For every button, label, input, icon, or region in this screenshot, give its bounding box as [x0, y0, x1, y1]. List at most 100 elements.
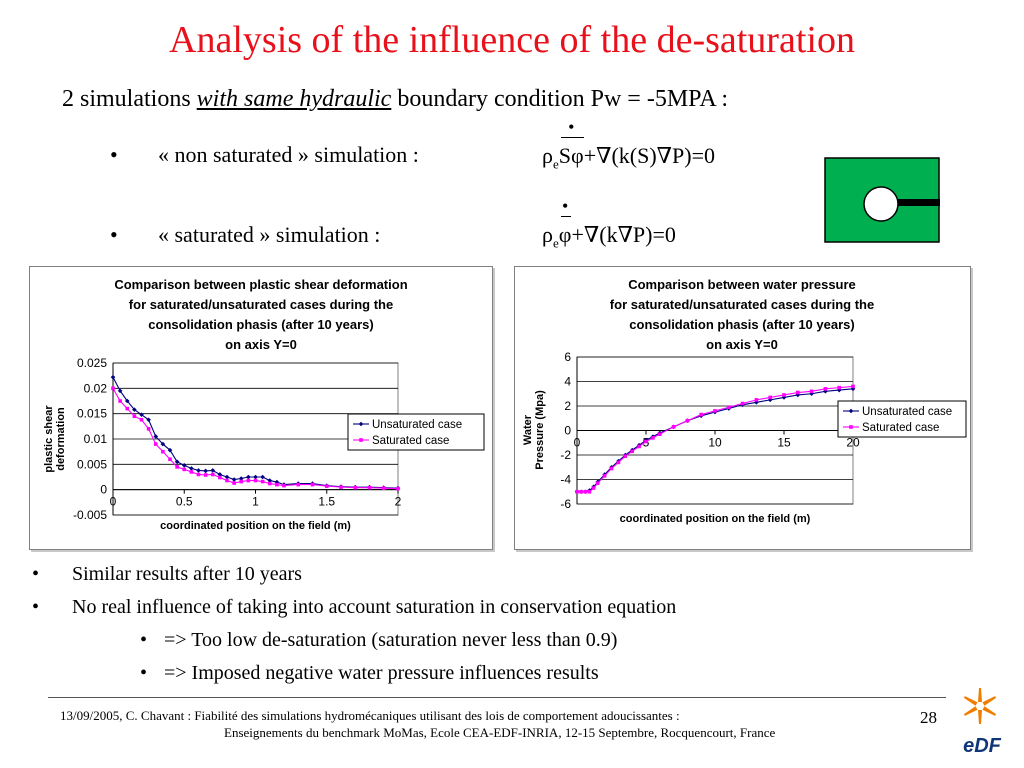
conclusion-text: Similar results after 10 years [72, 563, 302, 585]
data-point [699, 412, 703, 417]
data-point [575, 489, 579, 494]
data-point [218, 475, 222, 480]
data-point [685, 418, 690, 423]
data-point [167, 447, 173, 453]
y-axis-label-line: Water [522, 414, 534, 445]
data-point [210, 468, 216, 473]
page-number: 28 [920, 708, 937, 727]
data-point [203, 468, 208, 474]
chart-shear-svg: Comparison between plastic shear deforma… [43, 277, 485, 532]
bullet-text: « non saturated » simulation : [158, 142, 419, 167]
data-point [310, 482, 315, 487]
data-point [713, 409, 717, 413]
data-point [239, 479, 244, 484]
eq-sub: e [552, 235, 559, 251]
eq-rest: +∇(k(S)∇P)=0 [583, 143, 716, 168]
chart-title-line: consolidation phasis (after 10 years) [148, 317, 373, 332]
x-tick-label: 1.5 [318, 495, 335, 509]
data-point [579, 489, 583, 494]
bullet-saturated: • « saturated » simulation : [110, 222, 380, 248]
y-tick-label: -2 [560, 448, 571, 462]
data-point [246, 474, 251, 480]
data-point [225, 478, 229, 483]
data-point [196, 472, 201, 477]
data-point [727, 405, 731, 410]
footer-line-2: Enseignements du benchmark MoMas, Ecole … [224, 725, 776, 740]
eq-overdot-term: φ [559, 216, 571, 248]
data-point [583, 489, 588, 494]
data-point [125, 406, 130, 411]
data-point [260, 474, 265, 480]
legend-swatch-marker [359, 438, 363, 442]
bullet-marker: • [110, 142, 118, 167]
eq-rho: ρ [542, 222, 553, 247]
y-axis-label: plastic sheardeformation [43, 405, 67, 473]
y-axis-label-line: deformation [55, 407, 67, 471]
data-point [224, 474, 230, 480]
data-point [174, 459, 180, 465]
data-point [168, 457, 172, 462]
legend-label: Unsaturated case [862, 406, 952, 418]
data-point [823, 387, 828, 391]
x-axis-label: coordinated position on the field (m) [620, 513, 811, 525]
data-point [754, 400, 759, 405]
data-point [781, 395, 787, 400]
bullet-marker: • [140, 662, 148, 684]
y-tick-label: -4 [560, 473, 571, 487]
conclusion-text: => Imposed negative water pressure influ… [164, 662, 599, 684]
data-point [339, 485, 343, 489]
bullet-unsaturated: • « non saturated » simulation : [110, 142, 419, 168]
x-tick-label: 0 [574, 436, 581, 450]
data-point [111, 386, 115, 391]
data-point [210, 472, 215, 477]
subtitle-prefix: 2 simulations [62, 86, 197, 112]
data-point [275, 482, 279, 487]
eq-rho: ρ [542, 143, 553, 168]
edf-logo-rays [963, 688, 997, 724]
chart-pressure-svg: Comparison between water pressure for sat… [522, 277, 967, 525]
y-axis-label-line: plastic shear [43, 405, 55, 473]
data-point [132, 407, 137, 412]
x-tick-label: 10 [708, 436, 722, 450]
y-tick-label: 0.025 [77, 356, 107, 370]
footer-line-1: 13/09/2005, C. Chavant : Fiabilité des s… [60, 708, 680, 723]
y-tick-label: 6 [564, 350, 571, 364]
data-point [644, 439, 648, 444]
subtitle-emphasis: with same hydraulic [196, 86, 392, 112]
footer-citation: 13/09/2005, C. Chavant : Fiabilité des s… [60, 707, 775, 741]
data-point [238, 476, 244, 481]
crack-bar [894, 199, 940, 206]
data-point [160, 441, 166, 447]
footer-divider [48, 697, 946, 698]
subtitle: 2 simulations with same hydraulic bounda… [62, 86, 728, 113]
data-point [367, 485, 372, 490]
data-point [117, 388, 123, 394]
slide-title: Analysis of the influence of the de-satu… [169, 19, 855, 61]
legend-label: Saturated case [862, 422, 939, 434]
x-tick-label: 0.5 [176, 495, 193, 509]
equation-unsaturated: ρeSφ+∇(k(S)∇P)=0 [542, 137, 716, 172]
y-axis-label: WaterPressure (Mpa) [522, 390, 546, 470]
data-point [175, 465, 179, 469]
data-point [146, 417, 151, 423]
data-point [146, 427, 151, 431]
data-point [267, 478, 273, 483]
x-tick-label: 0 [110, 495, 117, 509]
data-point [637, 444, 641, 449]
data-point [754, 398, 759, 402]
x-axis-label: coordinated position on the field (m) [160, 520, 351, 532]
eq-sub: e [552, 156, 559, 172]
data-point [139, 417, 144, 422]
chart-title-line: on axis Y=0 [706, 337, 778, 352]
data-point [591, 486, 596, 490]
x-tick-label: 20 [846, 436, 860, 450]
data-point [196, 468, 201, 473]
data-point [595, 481, 600, 485]
y-axis-label-line: Pressure (Mpa) [534, 390, 546, 470]
data-point [740, 401, 745, 406]
y-tick-label: 2 [564, 399, 571, 413]
data-point [837, 385, 841, 390]
data-point [124, 398, 130, 404]
y-tick-label: 0.005 [77, 457, 107, 471]
data-point [616, 460, 621, 465]
